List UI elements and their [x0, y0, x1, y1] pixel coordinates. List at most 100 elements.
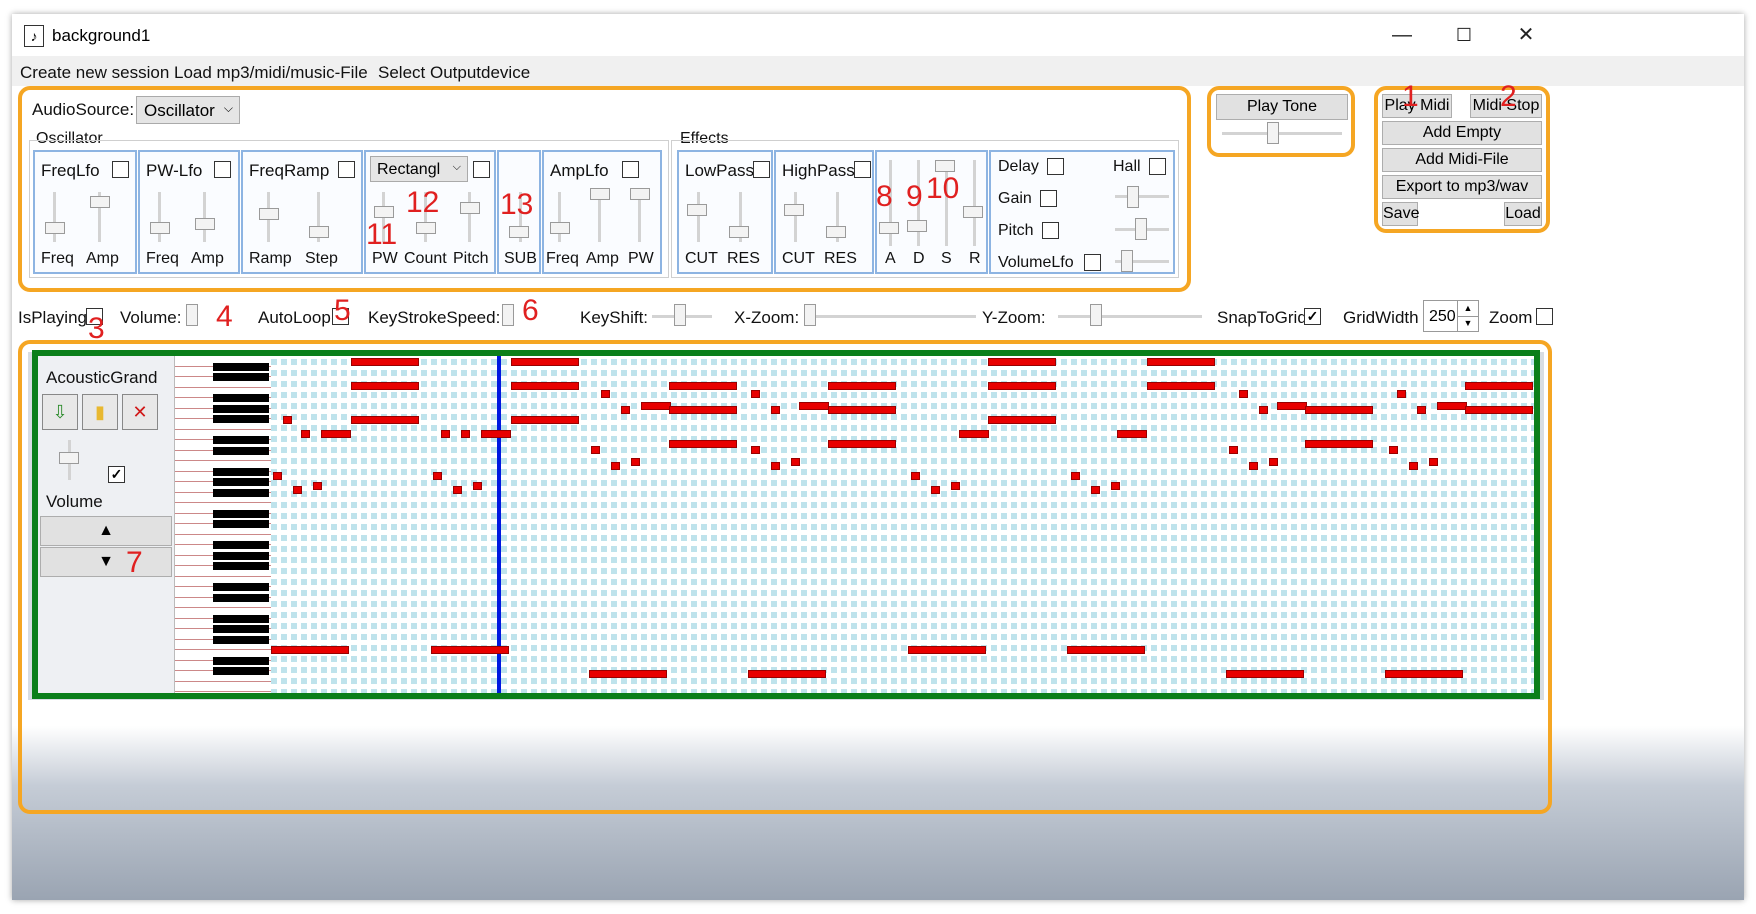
note-block[interactable] — [321, 430, 351, 438]
delay-checkbox[interactable] — [1047, 158, 1064, 175]
piano-black-key[interactable] — [213, 520, 269, 528]
zoom-checkbox[interactable] — [1536, 308, 1553, 325]
piano-keyboard[interactable] — [175, 356, 271, 693]
autoloop-checkbox[interactable] — [332, 308, 349, 325]
menu-create-session[interactable]: Create new session — [20, 63, 170, 82]
note-block[interactable] — [1305, 406, 1373, 414]
note-block[interactable] — [271, 646, 349, 654]
piano-black-key[interactable] — [213, 478, 269, 486]
piano-black-key[interactable] — [213, 415, 269, 423]
piano-white-key[interactable] — [175, 419, 271, 430]
stepper-down-icon[interactable]: ▼ — [1457, 316, 1478, 331]
note-block[interactable] — [1226, 670, 1304, 678]
snaptogrid-checkbox[interactable]: ✓ — [1304, 308, 1321, 325]
piano-black-key[interactable] — [213, 635, 269, 644]
note-block[interactable] — [511, 382, 579, 390]
lowpass-cut-slider[interactable] — [687, 204, 707, 216]
note-block[interactable] — [988, 382, 1056, 390]
note-block[interactable] — [1091, 486, 1100, 494]
piano-black-key[interactable] — [213, 467, 269, 476]
amplfo-freq-slider[interactable] — [550, 222, 570, 234]
piano-white-key[interactable] — [175, 451, 271, 461]
gridwidth-stepper[interactable]: 250 ▲ ▼ — [1423, 300, 1479, 332]
note-block[interactable] — [641, 402, 671, 410]
maximize-button[interactable]: ☐ — [1455, 25, 1473, 45]
piano-black-key[interactable] — [213, 436, 269, 444]
lowpass-res-slider[interactable] — [729, 226, 749, 238]
note-block[interactable] — [771, 462, 780, 470]
adsr-d-slider[interactable] — [907, 220, 927, 232]
piano-black-key[interactable] — [213, 562, 269, 570]
delay-amount-slider[interactable] — [1127, 186, 1139, 208]
note-block[interactable] — [988, 416, 1056, 424]
track-volume-slider[interactable] — [59, 452, 79, 464]
note-block[interactable] — [1397, 390, 1406, 398]
waveform-checkbox[interactable] — [473, 161, 490, 178]
note-block[interactable] — [799, 402, 829, 410]
note-block[interactable] — [611, 462, 620, 470]
freqlfo-freq-slider[interactable] — [45, 222, 65, 234]
note-block[interactable] — [931, 486, 940, 494]
note-block[interactable] — [301, 430, 310, 438]
note-block[interactable] — [911, 472, 920, 480]
adsr-r-slider[interactable] — [963, 206, 983, 218]
track-down-button[interactable]: ▼ — [40, 547, 172, 577]
amplfo-pw-slider[interactable] — [630, 188, 650, 200]
piano-black-key[interactable] — [213, 656, 269, 665]
export-button[interactable]: Export to mp3/wav — [1382, 175, 1542, 199]
note-block[interactable] — [1385, 670, 1463, 678]
note-block[interactable] — [431, 646, 509, 654]
pwlfo-freq-slider[interactable] — [150, 222, 170, 234]
highpass-cut-slider[interactable] — [784, 204, 804, 216]
yzoom-slider[interactable] — [1090, 304, 1102, 326]
note-block[interactable] — [433, 472, 442, 480]
piano-black-key[interactable] — [213, 625, 269, 633]
note-block[interactable] — [1147, 358, 1215, 366]
freqramp-ramp-slider[interactable] — [259, 208, 279, 220]
note-block[interactable] — [1117, 430, 1147, 438]
note-block[interactable] — [1277, 402, 1307, 410]
volume-slider[interactable] — [186, 304, 198, 326]
piano-black-key[interactable] — [213, 667, 269, 675]
note-block[interactable] — [751, 390, 760, 398]
piano-white-key[interactable] — [175, 566, 271, 577]
note-block[interactable] — [1409, 462, 1418, 470]
gain-amount-slider[interactable] — [1135, 218, 1147, 240]
note-block[interactable] — [828, 440, 896, 448]
note-block[interactable] — [1269, 458, 1278, 466]
note-block[interactable] — [1465, 382, 1533, 390]
note-block[interactable] — [669, 382, 737, 390]
pwlfo-checkbox[interactable] — [214, 161, 231, 178]
piano-white-key[interactable] — [175, 682, 271, 692]
note-block[interactable] — [351, 416, 419, 424]
piano-black-key[interactable] — [213, 509, 269, 518]
pwlfo-amp-slider[interactable] — [195, 218, 215, 230]
note-block[interactable] — [313, 482, 322, 490]
highpass-checkbox[interactable] — [854, 161, 871, 178]
note-block[interactable] — [441, 430, 450, 438]
add-midi-file-button[interactable]: Add Midi-File — [1382, 148, 1542, 172]
piano-white-key[interactable] — [175, 671, 271, 682]
note-block[interactable] — [351, 358, 419, 366]
keystroke-slider[interactable] — [502, 304, 514, 326]
note-block[interactable] — [669, 406, 737, 414]
load-button[interactable]: Load — [1504, 202, 1542, 226]
freqlfo-amp-slider[interactable] — [90, 196, 110, 208]
audiosource-select[interactable]: Oscillator ⌵ — [136, 96, 240, 124]
amplfo-checkbox[interactable] — [622, 161, 639, 178]
track-up-button[interactable]: ▲ — [40, 516, 172, 546]
gain-checkbox[interactable] — [1040, 190, 1057, 207]
piano-black-key[interactable] — [213, 488, 269, 497]
note-block[interactable] — [1071, 472, 1080, 480]
note-block[interactable] — [1429, 458, 1438, 466]
menu-load-file[interactable]: Load mp3/midi/music-File — [174, 63, 368, 82]
highpass-res-slider[interactable] — [826, 226, 846, 238]
play-tone-button[interactable]: Play Tone — [1216, 94, 1348, 120]
note-block[interactable] — [1249, 462, 1258, 470]
waveform-select[interactable]: Rectangl ⌵ — [370, 156, 468, 182]
note-block[interactable] — [1465, 406, 1533, 414]
note-block[interactable] — [453, 486, 462, 494]
piano-black-key[interactable] — [213, 373, 269, 381]
delete-icon[interactable]: ✕ — [122, 394, 158, 430]
freqramp-checkbox[interactable] — [338, 161, 355, 178]
